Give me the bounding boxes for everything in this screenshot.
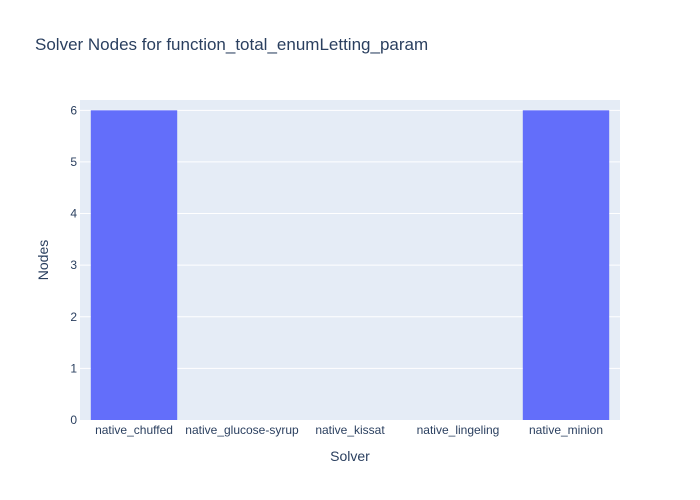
bar-native-chuffed — [90, 110, 178, 421]
x-tick-label: native_lingeling — [417, 423, 500, 437]
bars — [90, 110, 610, 421]
x-tick-label: native_chuffed — [95, 423, 173, 437]
x-axis-title: Solver — [330, 448, 370, 464]
y-tick-label: 4 — [70, 207, 77, 221]
x-tick-label: native_kissat — [315, 423, 385, 437]
y-tick-label: 1 — [70, 361, 77, 375]
x-axis-ticks: native_chuffed native_glucose-syrup native… — [95, 423, 603, 437]
x-tick-label: native_glucose-syrup — [185, 423, 299, 437]
y-tick-label: 5 — [70, 155, 77, 169]
x-tick-label: native_minion — [529, 423, 603, 437]
bar-native-minion — [522, 110, 610, 421]
y-axis-ticks: 0 1 2 3 4 5 6 — [70, 103, 77, 427]
y-axis-title: Nodes — [35, 240, 51, 280]
y-tick-label: 2 — [70, 310, 77, 324]
y-tick-label: 3 — [70, 258, 77, 272]
y-tick-label: 0 — [70, 413, 77, 427]
y-tick-label: 6 — [70, 103, 77, 117]
chart-title: Solver Nodes for function_total_enumLett… — [35, 35, 428, 54]
